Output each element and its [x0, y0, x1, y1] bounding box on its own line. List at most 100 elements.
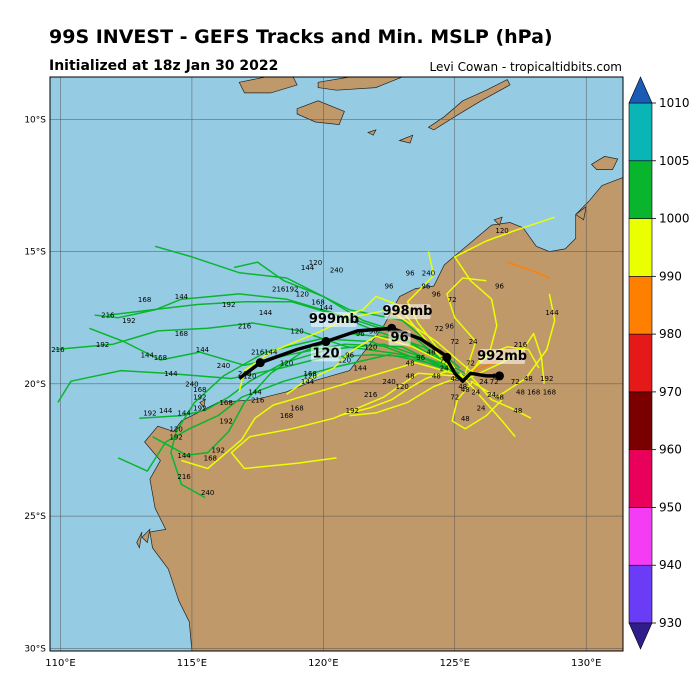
hour-label: 24	[477, 404, 486, 412]
hour-label: 96	[432, 291, 441, 299]
lat-tick-label: 25°S	[24, 512, 46, 522]
colorbar-label: 990	[659, 269, 682, 283]
hour-label: 120	[338, 357, 351, 365]
mean-track-label: 96	[391, 331, 409, 346]
lat-tick-label: 10°S	[24, 115, 46, 125]
map-frame	[49, 76, 624, 652]
hour-label: 168	[280, 412, 293, 420]
member-track	[467, 346, 540, 379]
colorbar-segment	[628, 564, 653, 624]
sumba-island	[296, 100, 345, 125]
member-track	[349, 375, 463, 417]
hour-label: 72	[466, 359, 475, 367]
hour-label: 144	[141, 351, 155, 359]
hour-label: 48	[406, 359, 415, 367]
hour-label: 120	[280, 359, 293, 367]
bathurst-island	[590, 156, 619, 170]
hour-label: 24	[479, 378, 488, 386]
chart-title: 99S INVEST - GEFS Tracks and Min. MSLP (…	[49, 26, 553, 48]
barrow-island	[199, 399, 206, 409]
member-track	[454, 216, 555, 380]
hour-label: 120	[396, 383, 409, 391]
mean-track-dot	[442, 352, 452, 362]
hour-label: 144	[159, 407, 173, 415]
hour-label: 144	[353, 365, 367, 373]
hour-label: 216	[251, 349, 265, 357]
hour-label: 96	[421, 283, 430, 291]
hour-label: 192	[169, 433, 182, 441]
colorbar-label: 960	[659, 443, 682, 457]
hour-label: 168	[290, 404, 303, 412]
hour-label: 120	[309, 259, 322, 267]
hour-label: 24	[469, 338, 478, 346]
lat-tick-label: 15°S	[24, 248, 46, 258]
lon-tick-label: 110°E	[45, 658, 75, 669]
colorbar-segment	[628, 507, 653, 566]
colorbar-label: 1000	[659, 212, 690, 226]
hour-label: 48	[427, 349, 436, 357]
australia-landmass	[144, 177, 623, 651]
hour-label: 168	[175, 330, 188, 338]
hour-label: 144	[196, 346, 210, 354]
member-track	[117, 353, 453, 472]
colorbar-min-arrow	[628, 622, 653, 650]
colorbar-label: 1005	[659, 154, 690, 168]
hour-label: 120	[169, 425, 182, 433]
hour-label: 24	[471, 388, 480, 396]
lon-tick-label: 120°E	[308, 658, 338, 669]
colorbar-segment	[628, 391, 653, 450]
hour-label: 72	[448, 296, 457, 304]
member-track	[467, 332, 545, 384]
hour-label: 120	[290, 328, 303, 336]
colorbar-label: 950	[659, 500, 682, 514]
lat-tick-label: 30°S	[24, 644, 46, 654]
colorbar-segment	[628, 333, 653, 393]
hour-label: 120	[243, 373, 256, 381]
timor-island	[427, 79, 511, 131]
member-track	[154, 245, 461, 369]
hour-label: 168	[138, 296, 151, 304]
hour-label: 72	[450, 338, 459, 346]
hour-label: 192	[193, 394, 206, 402]
mean-track-label: 998mb	[382, 304, 432, 319]
colorbar-max-arrow	[628, 76, 653, 104]
savu-island	[367, 129, 377, 136]
hour-label: 168	[204, 455, 217, 463]
mean-track-dot	[321, 337, 331, 347]
hour-label: 192	[346, 407, 359, 415]
hour-label: 24	[487, 391, 496, 399]
mean-label-bg	[388, 330, 411, 346]
hour-label: 96	[416, 354, 425, 362]
colorbar-label: 1010	[659, 96, 690, 110]
gridlines	[50, 77, 623, 651]
hour-label: 96	[345, 351, 354, 359]
hour-label: 120	[495, 227, 508, 235]
hour-label: 240	[217, 362, 230, 370]
hour-label: 216	[251, 396, 265, 404]
lat-tick-label: 20°S	[24, 380, 46, 390]
hour-label: 216	[272, 285, 286, 293]
hour-label: 48	[406, 373, 415, 381]
hour-label: 72	[511, 378, 520, 386]
hour-label: 24	[440, 365, 449, 373]
hour-label: 120	[304, 373, 317, 381]
hour-label: 48	[495, 394, 504, 402]
colorbar-label: 940	[659, 558, 682, 572]
hour-label: 168	[219, 399, 232, 407]
hour-label: 72	[450, 394, 459, 402]
hour-label: 192	[122, 317, 135, 325]
hour-label: 48	[461, 386, 470, 394]
member-track	[170, 338, 442, 499]
member-track	[181, 361, 463, 470]
rote-island	[398, 134, 414, 144]
hour-label: 168	[311, 298, 324, 306]
member-track	[55, 322, 458, 375]
hour-label: 240	[422, 269, 435, 277]
mean-track-label: 120	[312, 346, 339, 361]
hour-label: 144	[301, 378, 315, 386]
flores-island	[317, 77, 404, 91]
hour-label: 96	[445, 322, 454, 330]
colorbar-label: 980	[659, 327, 682, 341]
